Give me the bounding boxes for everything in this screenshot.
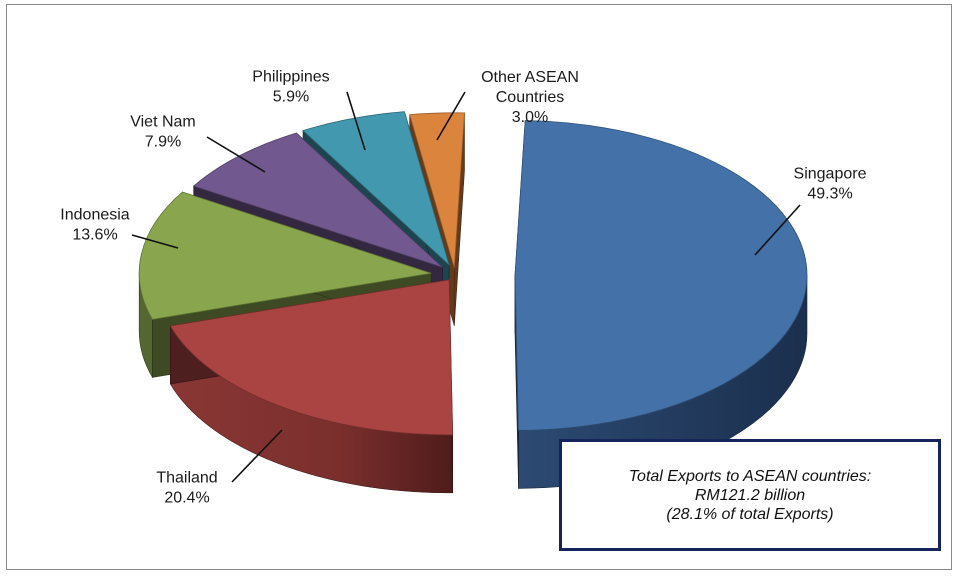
slice-top (169, 279, 454, 436)
slice-label-text: Indonesia 13.6% (60, 207, 129, 244)
slice-label-text: Viet Nam 7.9% (130, 114, 196, 151)
data-label-other-asean-countries: Other ASEAN Countries 3.0% (436, 69, 579, 141)
leader-line (346, 91, 366, 151)
pie-slice-singapore (514, 120, 808, 489)
slice-top (409, 112, 465, 268)
note-line-1: Total Exports to ASEAN countries: (628, 467, 872, 485)
leader-line (436, 91, 466, 141)
note-line-3: (28.1% of total Exports) (666, 505, 834, 523)
data-label-viet-nam: Viet Nam 7.9% (130, 114, 266, 173)
leader-line (131, 234, 179, 249)
leader-line (231, 429, 283, 483)
slice-top (514, 120, 808, 431)
leader-line (754, 204, 801, 256)
slice-label-text: Thailand 20.4% (156, 470, 217, 507)
slice-label-text: Other ASEAN Countries 3.0% (481, 69, 579, 126)
note-line-2: RM121.2 billion (694, 486, 806, 504)
pie-slice-thailand (169, 279, 454, 494)
slice-top (138, 191, 432, 320)
leader-line (206, 136, 266, 173)
total-exports-note: Total Exports to ASEAN countries: RM121.… (559, 439, 941, 551)
data-label-indonesia: Indonesia 13.6% (60, 207, 179, 249)
slice-top (302, 111, 450, 267)
slice-label-text: Singapore 49.3% (794, 166, 867, 203)
data-label-singapore: Singapore 49.3% (754, 166, 867, 256)
data-label-philippines: Philippines 5.9% (252, 69, 366, 151)
slice-label-text: Philippines 5.9% (252, 69, 329, 106)
data-label-thailand: Thailand 20.4% (156, 429, 283, 507)
